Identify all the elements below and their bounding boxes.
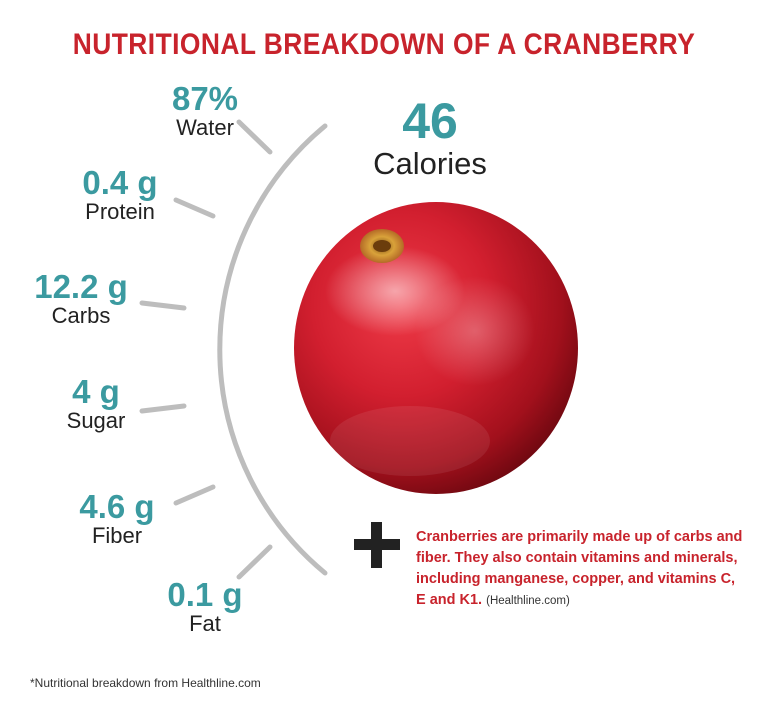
footnote: *Nutritional breakdown from Healthline.c…: [30, 676, 261, 690]
page-title: NUTRITIONAL BREAKDOWN OF A CRANBERRY: [72, 28, 696, 61]
nutrient-label: Water: [176, 115, 234, 140]
nutrient-value: 12.2 g: [34, 268, 128, 305]
nutrient-value: 4 g: [72, 373, 120, 410]
nutrient-water: 87% Water: [150, 82, 260, 140]
fact-text-block: Cranberries are primarily made up of car…: [416, 527, 746, 612]
calories-label: Calories: [373, 146, 487, 181]
fact-source: (Healthline.com): [486, 595, 570, 607]
nutrient-fat: 0.1 g Fat: [150, 578, 260, 636]
nutrient-sugar: 4 g Sugar: [48, 375, 144, 433]
nutrient-label: Sugar: [66, 408, 126, 433]
nutrient-carbs: 12.2 g Carbs: [20, 270, 142, 328]
calories-block: 46 Calories: [360, 94, 500, 180]
fact-text: Cranberries are primarily made up of car…: [416, 529, 743, 608]
nutrient-label: Fat: [189, 611, 221, 636]
cranberry-image: [294, 202, 578, 494]
plus-icon: [354, 522, 400, 568]
nutrient-value: 0.4 g: [82, 164, 158, 201]
nutrient-value: 0.1 g: [167, 576, 243, 613]
nutrient-value: 87%: [171, 80, 239, 117]
nutrient-label: Fiber: [91, 523, 143, 548]
calories-value: 46: [402, 93, 458, 149]
nutrient-fiber: 4.6 g Fiber: [62, 490, 172, 548]
nutrient-protein: 0.4 g Protein: [62, 166, 178, 224]
nutrient-label: Protein: [85, 199, 155, 224]
nutrient-label: Carbs: [51, 303, 111, 328]
nutrient-value: 4.6 g: [79, 488, 155, 525]
